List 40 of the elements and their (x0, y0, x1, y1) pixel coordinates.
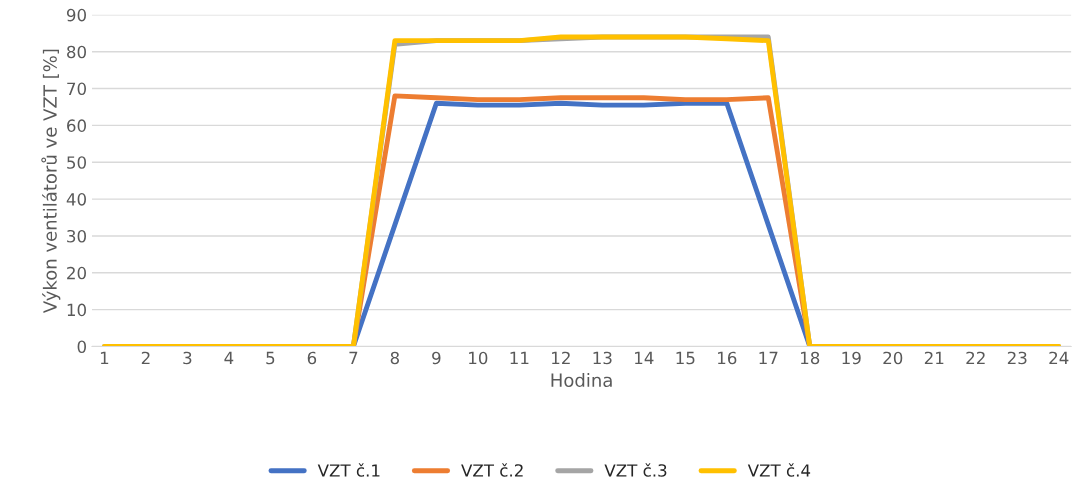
x-tick-label: 7 (349, 351, 358, 365)
y-tick-label: 50 (67, 156, 86, 169)
x-tick-label: 18 (801, 351, 820, 365)
x-tick-label: 17 (759, 351, 778, 365)
x-tick-label: 24 (1049, 351, 1069, 365)
x-tick-label: 21 (924, 351, 944, 365)
x-tick-label: 16 (718, 351, 737, 365)
legend-label: VZT č.2 (461, 463, 523, 477)
x-tick-label: 14 (635, 351, 654, 365)
y-tick-label: 20 (67, 266, 86, 280)
x-tick-label: 15 (676, 351, 695, 365)
x-axis-title: Hodina (551, 373, 612, 388)
legend-label: VZT č.1 (317, 463, 380, 477)
x-tick-label: 3 (183, 351, 192, 365)
x-tick-label: 12 (552, 351, 570, 365)
y-tick-label: 60 (67, 119, 86, 132)
y-tick-label: 0 (77, 340, 86, 354)
x-tick-label: 6 (307, 351, 317, 365)
x-tick-label: 13 (593, 351, 612, 365)
y-tick-label: 10 (67, 303, 86, 317)
y-tick-label: 90 (66, 8, 86, 22)
legend-label: VZT č.4 (747, 463, 811, 477)
y-tick-label: 70 (67, 82, 86, 96)
legend-label: VZT č.3 (604, 463, 667, 477)
x-tick-label: 5 (266, 351, 275, 365)
x-tick-label: 11 (510, 351, 529, 365)
x-tick-label: 23 (1007, 351, 1027, 365)
y-tick-label: 30 (67, 229, 86, 243)
y-axis-title: Výkon ventilátorů ve VZT [%] (41, 49, 61, 314)
x-tick-label: 2 (141, 351, 150, 365)
x-tick-label: 1 (100, 351, 109, 365)
x-tick-label: 20 (883, 351, 903, 365)
x-tick-label: 19 (842, 351, 861, 365)
x-tick-label: 4 (224, 351, 234, 365)
x-tick-label: 9 (432, 351, 441, 365)
x-tick-label: 8 (390, 351, 400, 365)
x-tick-label: 22 (966, 351, 985, 365)
y-tick-label: 40 (66, 193, 86, 206)
y-tick-label: 80 (67, 45, 86, 59)
x-tick-label: 10 (469, 351, 488, 365)
